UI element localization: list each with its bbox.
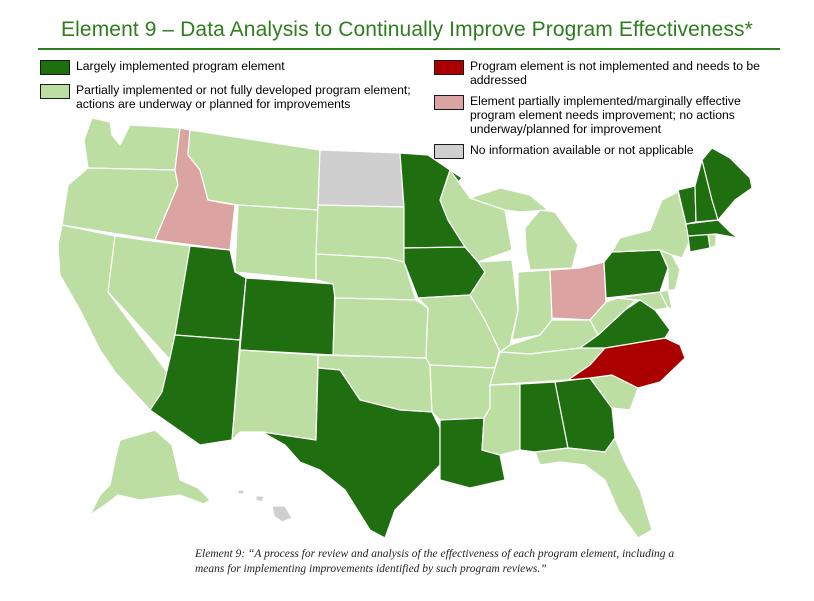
legend-label-marginal: Element partially implemented/marginally… bbox=[470, 94, 741, 136]
state-wyoming[interactable] bbox=[234, 204, 319, 281]
state-pennsylvania[interactable] bbox=[603, 249, 669, 299]
legend-no-info: No information available or not applicab… bbox=[434, 143, 764, 159]
state-south-dakota[interactable] bbox=[315, 204, 405, 263]
state-colorado[interactable] bbox=[239, 277, 336, 356]
legend-swatch-not-implemented bbox=[434, 60, 464, 75]
state-rhode-island[interactable] bbox=[707, 233, 717, 249]
state-florida[interactable] bbox=[534, 437, 653, 539]
legend-label-not-implemented: Program element is not implemented and n… bbox=[470, 59, 760, 87]
legend-swatch-partial bbox=[40, 84, 70, 99]
state-arkansas[interactable] bbox=[429, 364, 496, 421]
state-arizona[interactable] bbox=[149, 334, 241, 446]
state-michigan[interactable] bbox=[469, 187, 579, 271]
state-texas[interactable] bbox=[261, 367, 441, 539]
state-kansas[interactable] bbox=[332, 297, 429, 359]
legend-label-largely: Largely implemented program element bbox=[76, 59, 285, 73]
state-hawaii[interactable] bbox=[237, 489, 293, 523]
legend-not-implemented: Program element is not implemented and n… bbox=[434, 59, 764, 87]
state-washington[interactable] bbox=[83, 117, 181, 171]
legend-largely: Largely implemented program element bbox=[40, 59, 370, 75]
legend-label-partial: Partially implemented or not fully devel… bbox=[76, 83, 411, 111]
state-west-virginia[interactable] bbox=[589, 297, 637, 336]
map-title: Element 9 – Data Analysis to Continually… bbox=[61, 18, 753, 41]
title-divider bbox=[38, 48, 780, 50]
legend-swatch-marginal bbox=[434, 95, 464, 110]
legend-marginal: Element partially implemented/marginally… bbox=[434, 94, 769, 136]
state-new-york[interactable] bbox=[611, 191, 691, 259]
legend-swatch-no-info bbox=[434, 144, 464, 159]
state-montana[interactable] bbox=[187, 129, 321, 211]
state-new-mexico[interactable] bbox=[231, 349, 319, 441]
legend-partial: Partially implemented or not fully devel… bbox=[40, 83, 435, 111]
state-alaska[interactable] bbox=[89, 429, 211, 516]
legend-label-no-info: No information available or not applicab… bbox=[470, 143, 694, 157]
state-north-dakota[interactable] bbox=[317, 149, 405, 208]
state-maine[interactable] bbox=[701, 147, 753, 221]
element-caption: Element 9: “A process for review and ana… bbox=[195, 548, 675, 575]
legend-swatch-largely bbox=[40, 60, 70, 75]
state-connecticut[interactable] bbox=[687, 233, 711, 253]
state-delaware[interactable] bbox=[659, 289, 673, 309]
